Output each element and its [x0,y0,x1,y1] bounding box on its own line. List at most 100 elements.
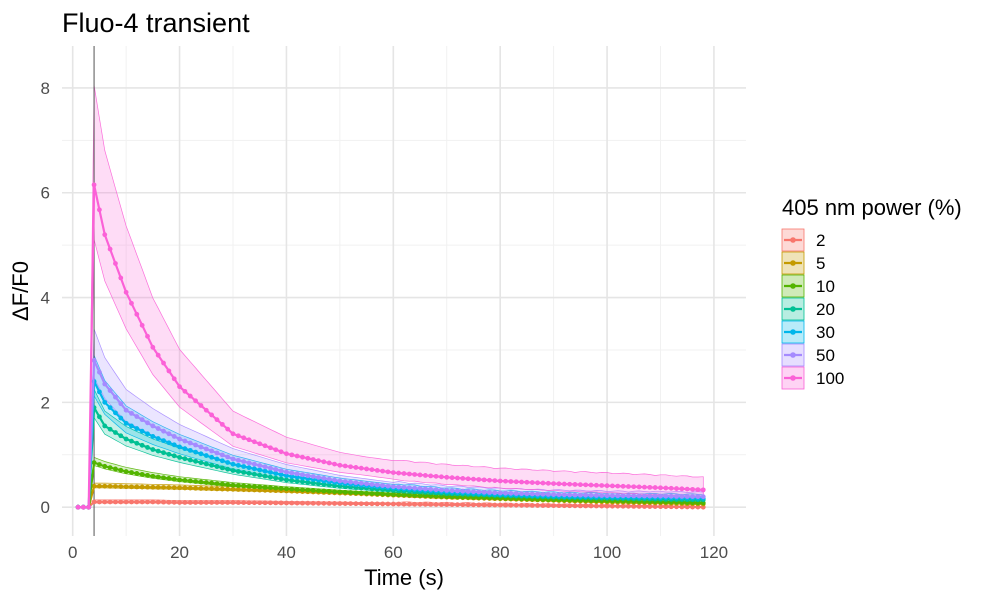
data-point-50 [417,486,423,491]
data-point-50 [145,420,150,426]
data-point-10 [262,484,268,490]
data-point-20 [182,456,188,462]
data-point-30 [134,426,140,431]
data-point-20 [294,478,300,484]
data-point-2 [599,503,605,509]
data-point-2 [449,502,455,508]
data-point-10 [182,478,188,483]
data-point-2 [182,500,188,505]
data-point-50 [674,493,679,499]
data-point-30 [145,431,150,437]
data-point-100 [492,478,498,484]
data-point-2 [401,501,407,507]
data-point-5 [251,487,257,493]
data-point-30 [177,444,182,450]
data-point-20 [235,469,241,474]
data-point-20 [230,468,236,473]
data-point-5 [113,484,118,489]
data-point-100 [385,469,391,475]
data-point-2 [166,499,172,505]
data-point-20 [171,453,177,459]
data-point-50 [374,482,380,488]
data-point-20 [134,440,140,446]
data-point-50 [166,431,172,437]
data-point-50 [556,492,562,498]
data-point-20 [155,448,161,454]
data-point-10 [294,487,300,492]
data-point-100 [497,478,503,484]
data-point-50 [668,493,674,499]
data-point-100 [305,455,311,461]
data-point-2 [305,500,311,506]
data-point-100 [604,483,610,489]
data-point-20 [177,454,182,460]
data-point-50 [305,473,311,479]
data-point-50 [439,487,444,493]
data-point-2 [123,499,129,505]
data-point-2 [91,499,97,505]
data-point-50 [465,489,471,494]
data-point-50 [567,492,573,498]
data-point-2 [353,501,359,507]
data-point-100 [332,461,337,467]
data-point-30 [262,468,268,474]
data-point-10 [166,476,172,481]
data-point-2 [668,504,674,510]
data-point-20 [214,464,220,469]
data-point-100 [690,486,695,492]
data-point-5 [145,484,150,490]
data-point-2 [572,503,578,509]
data-point-10 [369,491,375,496]
data-point-50 [364,481,369,487]
legend-point-50 [790,352,796,358]
data-point-2 [577,503,583,509]
data-point-5 [225,486,231,492]
data-point-2 [513,502,519,508]
data-point-2 [203,500,209,505]
data-point-100 [321,459,327,465]
data-point-30 [273,471,279,476]
data-point-10 [316,488,321,494]
data-point-2 [433,502,439,507]
legend-point-10 [790,283,796,289]
data-point-100 [599,483,605,488]
data-point-50 [406,485,412,491]
data-point-100 [171,376,177,382]
data-point-100 [567,481,573,487]
data-point-30 [225,460,231,465]
data-point-100 [364,466,369,472]
data-point-20 [97,414,102,420]
data-point-2 [374,501,380,507]
data-point-100 [652,485,658,490]
data-point-2 [626,503,631,509]
data-point-50 [497,490,503,496]
data-point-100 [86,504,92,510]
data-point-2 [679,504,685,510]
data-point-50 [610,493,615,499]
data-point-50 [396,484,402,490]
data-point-2 [455,502,460,508]
data-point-100 [417,472,423,478]
data-point-2 [396,501,402,507]
data-point-100 [642,484,647,490]
data-point-2 [193,500,198,505]
data-point-100 [374,467,380,473]
data-point-20 [129,438,134,444]
data-point-100 [235,433,241,439]
data-point-100 [695,487,701,493]
data-point-50 [369,482,375,487]
legend-label-30: 30 [816,323,835,342]
data-point-5 [155,484,161,490]
data-point-5 [193,485,198,491]
y-axis-ticks: 0 2 4 6 8 [41,79,50,517]
data-point-2 [615,503,621,509]
data-point-100 [513,479,519,485]
data-point-100 [187,393,193,399]
data-point-50 [455,488,460,494]
data-point-20 [203,461,209,467]
data-point-50 [251,461,257,467]
data-point-30 [155,436,161,441]
chart-title: Fluo-4 transient [62,8,250,38]
data-point-100 [268,445,273,451]
data-point-100 [113,261,118,266]
